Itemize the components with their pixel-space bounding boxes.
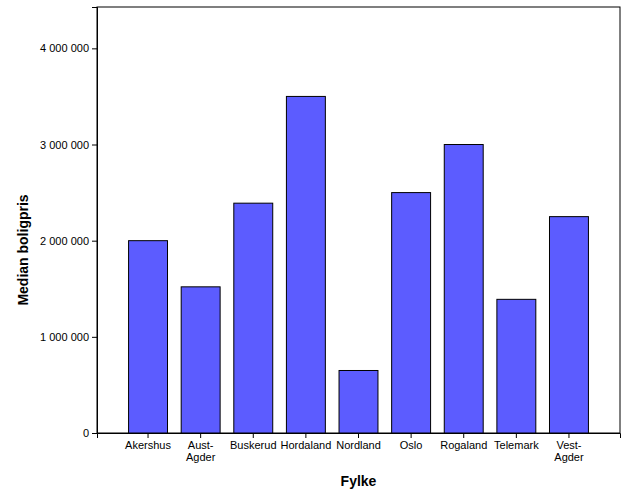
bar [234,203,273,433]
y-tick-label: 3 000 000 [40,139,89,151]
bar [549,217,588,433]
x-tick-label: Oslo [400,439,423,451]
x-tick: Rogaland [440,433,487,451]
x-tick: Hordaland [281,433,332,451]
x-axis: Akershus Aust-Agder Buskerud Hordaland Nordl… [98,433,621,463]
bar [286,96,325,433]
x-tick: Nordland [336,433,381,451]
plot-frame [97,7,620,433]
bars [129,96,589,433]
y-axis-title: Median boligpris [15,194,31,305]
x-tick-mark [305,433,306,438]
x-tick: Aust-Agder [186,433,216,463]
y-tick: 2 000 000 [40,235,97,247]
y-tick-mark [92,337,97,338]
x-tick-label: Nordland [336,439,381,451]
y-tick: 3 000 000 [40,139,97,151]
y-tick: 4 000 000 [40,42,97,54]
y-tick-mark [92,433,97,434]
y-tick: 1 000 000 [40,331,97,343]
x-tick-label: Buskerud [230,439,276,451]
x-tick: Telemark [494,433,539,451]
bar [129,241,168,433]
x-tick: Buskerud [230,433,276,451]
x-tick-mark [411,433,412,438]
x-tick-label: Hordaland [281,439,332,451]
x-tick: Oslo [400,433,423,451]
x-tick: Akershus [125,433,171,451]
x-tick-mark [516,433,517,438]
x-tick-mark [463,433,464,438]
x-tick-mark [200,433,201,438]
x-tick-label: Telemark [494,439,539,451]
x-tick-mark [568,433,569,438]
x-tick-mark [358,433,359,438]
bar [181,287,220,433]
bar [497,299,536,433]
y-tick-label: 2 000 000 [40,235,89,247]
y-tick-mark [92,145,97,146]
y-tick-label: 4 000 000 [40,42,89,54]
x-tick-label: Aust-Agder [186,439,216,463]
y-axis: 0 1 000 000 2 000 000 3 000 000 4 000 000 [40,8,97,440]
x-tick-label: Akershus [125,439,171,451]
bar [392,193,431,433]
y-axis-line [92,8,98,434]
x-axis-title: Fylke [341,473,377,489]
bar [339,370,378,433]
chart: 0 1 000 000 2 000 000 3 000 000 4 000 000 Ake… [0,0,629,504]
y-tick: 0 [83,427,97,439]
y-tick-label: 1 000 000 [40,331,89,343]
y-tick-label: 0 [83,427,89,439]
x-tick-mark [253,433,254,438]
bar [444,145,483,433]
x-tick-mark [148,433,149,438]
x-axis-line [98,434,621,439]
x-tick-label: Rogaland [440,439,487,451]
y-tick-mark [92,241,97,242]
x-tick: Vest-Agder [554,433,584,463]
x-tick-label: Vest-Agder [554,439,584,463]
y-tick-mark [92,48,97,49]
